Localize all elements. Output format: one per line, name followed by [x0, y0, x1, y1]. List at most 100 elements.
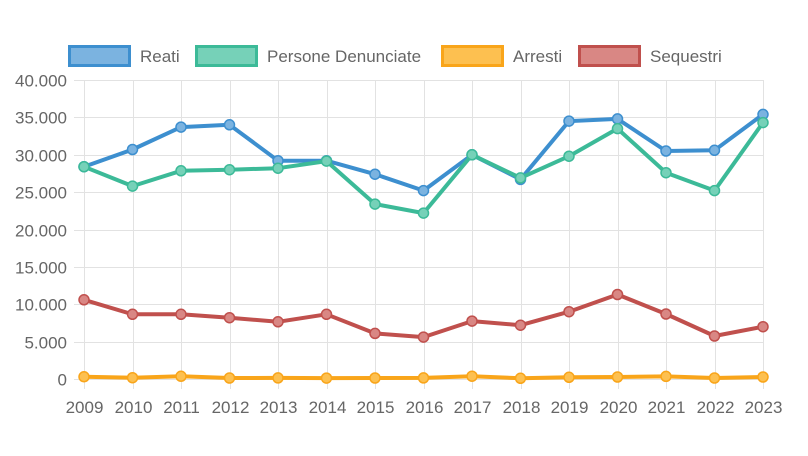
data-point[interactable] — [78, 294, 90, 306]
x-tick-label: 2016 — [406, 398, 444, 417]
data-point[interactable] — [369, 198, 381, 210]
data-point[interactable] — [78, 371, 90, 383]
y-tick-label: 30.000 — [15, 147, 67, 166]
data-point[interactable] — [417, 184, 430, 197]
data-point[interactable] — [563, 150, 575, 162]
data-point[interactable] — [320, 155, 333, 167]
data-point[interactable] — [757, 320, 769, 333]
data-point[interactable] — [708, 372, 721, 384]
x-tick-label: 2020 — [600, 398, 638, 417]
y-tick-label: 5.000 — [24, 334, 67, 353]
y-tick-label: 35.000 — [15, 109, 67, 128]
y-tick-label: 20.000 — [15, 222, 67, 241]
data-point[interactable] — [320, 308, 333, 321]
data-point[interactable] — [660, 166, 672, 179]
x-tick-label: 2019 — [551, 398, 589, 417]
data-point[interactable] — [757, 371, 769, 383]
data-point[interactable] — [175, 370, 187, 383]
y-axis: 0 5.000 10.000 15.000 20.000 25.000 30.000 35.0… — [15, 72, 67, 390]
data-point[interactable] — [369, 372, 381, 384]
x-tick-label: 2013 — [260, 398, 298, 417]
data-point[interactable] — [272, 372, 284, 384]
data-point[interactable] — [223, 372, 236, 384]
data-point[interactable] — [126, 308, 139, 321]
data-point[interactable] — [660, 370, 672, 383]
series-sequestri — [78, 288, 769, 343]
data-point[interactable] — [223, 119, 236, 131]
data-point[interactable] — [417, 372, 430, 384]
data-point[interactable] — [175, 121, 187, 133]
legend-label: Arresti — [513, 47, 562, 66]
data-point[interactable] — [611, 113, 624, 125]
x-tick-label: 2011 — [163, 398, 200, 417]
data-point[interactable] — [611, 371, 624, 383]
data-point[interactable] — [514, 319, 527, 331]
data-point[interactable] — [466, 370, 478, 382]
data-point[interactable] — [126, 371, 139, 384]
data-point[interactable] — [223, 311, 236, 324]
y-tick-label: 15.000 — [15, 259, 67, 278]
legend-item[interactable]: Sequestri — [578, 45, 722, 67]
data-point[interactable] — [708, 330, 721, 342]
data-point[interactable] — [563, 305, 575, 318]
data-point[interactable] — [417, 207, 430, 219]
data-point[interactable] — [708, 184, 721, 197]
data-point[interactable] — [272, 162, 284, 174]
legend-label: Reati — [140, 47, 180, 66]
legend-item[interactable]: Arresti — [441, 45, 563, 67]
legend-swatch — [441, 45, 504, 67]
data-point[interactable] — [272, 316, 284, 328]
data-point[interactable] — [514, 372, 527, 385]
data-point[interactable] — [175, 165, 187, 177]
data-point[interactable] — [514, 172, 527, 184]
data-point[interactable] — [563, 115, 575, 127]
legend-item[interactable]: Reati — [68, 45, 180, 67]
data-point[interactable] — [369, 327, 381, 340]
data-point[interactable] — [660, 145, 672, 157]
y-tick-label: 25.000 — [15, 184, 67, 203]
x-tick-label: 2022 — [697, 398, 735, 417]
legend-swatch — [68, 45, 131, 67]
x-axis: 2009 2010 2011 2012 2013 2014 2015 2016 2017 2018… — [66, 398, 783, 417]
series-arresti — [78, 370, 769, 385]
data-point[interactable] — [320, 372, 333, 384]
x-tick-label: 2017 — [454, 398, 492, 417]
data-point[interactable] — [126, 180, 139, 192]
data-point[interactable] — [223, 163, 236, 176]
series-layer — [78, 108, 769, 385]
data-point[interactable] — [78, 160, 90, 173]
x-tick-label: 2023 — [745, 398, 783, 417]
y-tick-label: 0 — [58, 371, 67, 390]
x-tick-label: 2015 — [357, 398, 395, 417]
data-point[interactable] — [466, 149, 478, 161]
legend-label: Sequestri — [650, 47, 722, 66]
legend-swatch — [578, 45, 641, 67]
data-point[interactable] — [466, 315, 478, 327]
legend-label: Persone Denunciate — [267, 47, 421, 66]
series-persone-denunciate — [78, 116, 769, 219]
x-tick-label: 2012 — [212, 398, 250, 417]
x-tick-label: 2010 — [115, 398, 153, 417]
data-point[interactable] — [369, 168, 381, 180]
data-point[interactable] — [611, 288, 624, 301]
series-reati — [78, 108, 769, 197]
data-point[interactable] — [175, 308, 187, 321]
legend-swatch — [195, 45, 258, 67]
x-tick-label: 2014 — [309, 398, 347, 417]
data-point[interactable] — [757, 116, 769, 129]
data-point[interactable] — [660, 308, 672, 320]
y-tick-label: 10.000 — [15, 296, 67, 315]
x-tick-label: 2021 — [648, 398, 686, 417]
data-point[interactable] — [417, 331, 430, 343]
data-point[interactable] — [563, 371, 575, 384]
data-point[interactable] — [708, 144, 721, 157]
legend: Reati Persone Denunciate Arresti Sequestri — [68, 45, 722, 67]
x-tick-label: 2018 — [503, 398, 541, 417]
legend-item[interactable]: Persone Denunciate — [195, 45, 422, 67]
data-point[interactable] — [611, 122, 624, 135]
y-tick-label: 40.000 — [15, 72, 67, 91]
x-tick-label: 2009 — [66, 398, 104, 417]
data-point[interactable] — [126, 143, 139, 156]
